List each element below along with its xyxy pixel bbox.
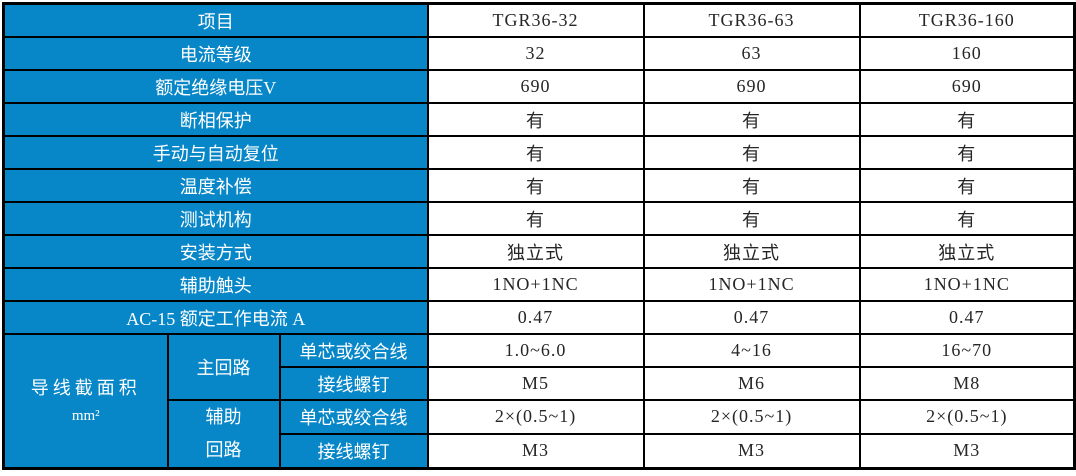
value-cell: 1.0~6.0 [426,333,645,368]
value-cell: 有 [642,201,861,236]
value-cell: 有 [426,135,645,170]
aux-circuit-label: 辅助 回路 [166,399,281,470]
value-cell: 0.47 [858,300,1076,335]
value-cell: 有 [858,201,1076,236]
value-cell: 有 [642,168,861,203]
value-cell: 0.47 [642,300,861,335]
table-row-aux-circuit-screw: 接线螺钉 M3 M3 M3 [4,432,1076,470]
value-cell: 690 [858,69,1076,104]
aux-circuit-label-line1: 辅助 [205,407,242,427]
value-cell: 690 [426,69,645,104]
value-cell: 独立式 [858,234,1076,269]
row-label: 测试机构 [2,201,429,236]
wire-area-label-text: 导线截面积 [30,378,141,398]
value-cell: M5 [426,366,645,401]
value-cell: 2×(0.5~1) [642,399,861,435]
value-cell: 32 [426,36,645,71]
value-cell: M6 [642,366,861,401]
value-cell: 有 [642,102,861,137]
model-header-cell: TGR36-160 [858,2,1076,38]
aux-circuit-label-line2: 回路 [205,440,242,460]
row-label: 额定绝缘电压V [2,69,429,104]
table-row-header: 项目 TGR36-32 TGR36-63 TGR36-160 [2,2,1076,38]
value-cell: M3 [426,432,645,470]
wire-area-group-label: 导线截面积 mm² [2,333,169,470]
table-row-phase-failure-protection: 断相保护 有 有 有 [2,102,1076,137]
sub-row-label: 接线螺钉 [278,366,429,401]
value-cell: 独立式 [642,234,861,269]
wire-area-unit-text: mm² [71,408,100,424]
value-cell: M3 [642,432,861,470]
table-row-mounting-type: 安装方式 独立式 独立式 独立式 [2,234,1076,269]
value-cell: 有 [642,135,861,170]
row-label: 电流等级 [2,36,429,71]
value-cell: M8 [858,366,1076,401]
value-cell: 160 [858,36,1076,71]
value-cell: 有 [858,168,1076,203]
table-row-insulation-voltage: 额定绝缘电压V 690 690 690 [2,69,1076,104]
value-cell: 独立式 [426,234,645,269]
table-row-current-rating: 电流等级 32 63 160 [2,36,1076,71]
value-cell: 1NO+1NC [642,267,861,302]
main-circuit-label: 主回路 [166,333,281,401]
table-row-aux-circuit-wire: 辅助 回路 单芯或绞合线 2×(0.5~1) 2×(0.5~1) 2×(0.5~… [4,399,1076,470]
value-cell: 有 [426,201,645,236]
model-header-cell: TGR36-63 [642,2,861,38]
value-cell: 有 [858,135,1076,170]
value-cell: 0.47 [426,300,645,335]
table-row-ac15-rated-current: AC-15 额定工作电流 A 0.47 0.47 0.47 [2,300,1076,335]
model-header-cell: TGR36-32 [426,2,645,38]
table-row-auxiliary-contacts: 辅助触头 1NO+1NC 1NO+1NC 1NO+1NC [2,267,1076,302]
table-row-main-circuit-screw: 接线螺钉 M5 M6 M8 [4,366,1076,401]
row-label: 安装方式 [2,234,429,269]
value-cell: 690 [642,69,861,104]
sub-row-label: 单芯或绞合线 [278,399,429,435]
value-cell: 4~16 [642,333,861,368]
value-cell: 1NO+1NC [426,267,645,302]
table-row-main-circuit-wire: 导线截面积 mm² 主回路 单芯或绞合线 1.0~6.0 4~16 16~70 [2,333,1076,470]
value-cell: 63 [642,36,861,71]
value-cell: 16~70 [858,333,1076,368]
value-cell: 有 [426,168,645,203]
sub-row-label: 接线螺钉 [278,432,429,470]
table-row-test-mechanism: 测试机构 有 有 有 [2,201,1076,236]
row-label: AC-15 额定工作电流 A [2,300,429,335]
value-cell: 2×(0.5~1) [426,399,645,435]
value-cell: 2×(0.5~1) [858,399,1076,435]
row-label: 手动与自动复位 [2,135,429,170]
row-label-item: 项目 [2,2,429,38]
sub-row-label: 单芯或绞合线 [278,333,429,368]
value-cell: 1NO+1NC [858,267,1076,302]
table-row-manual-auto-reset: 手动与自动复位 有 有 有 [2,135,1076,170]
value-cell: 有 [858,102,1076,137]
value-cell: 有 [426,102,645,137]
row-label: 温度补偿 [2,168,429,203]
table-row-temperature-compensation: 温度补偿 有 有 有 [2,168,1076,203]
row-label: 断相保护 [2,102,429,137]
row-label: 辅助触头 [2,267,429,302]
value-cell: M3 [858,432,1076,470]
